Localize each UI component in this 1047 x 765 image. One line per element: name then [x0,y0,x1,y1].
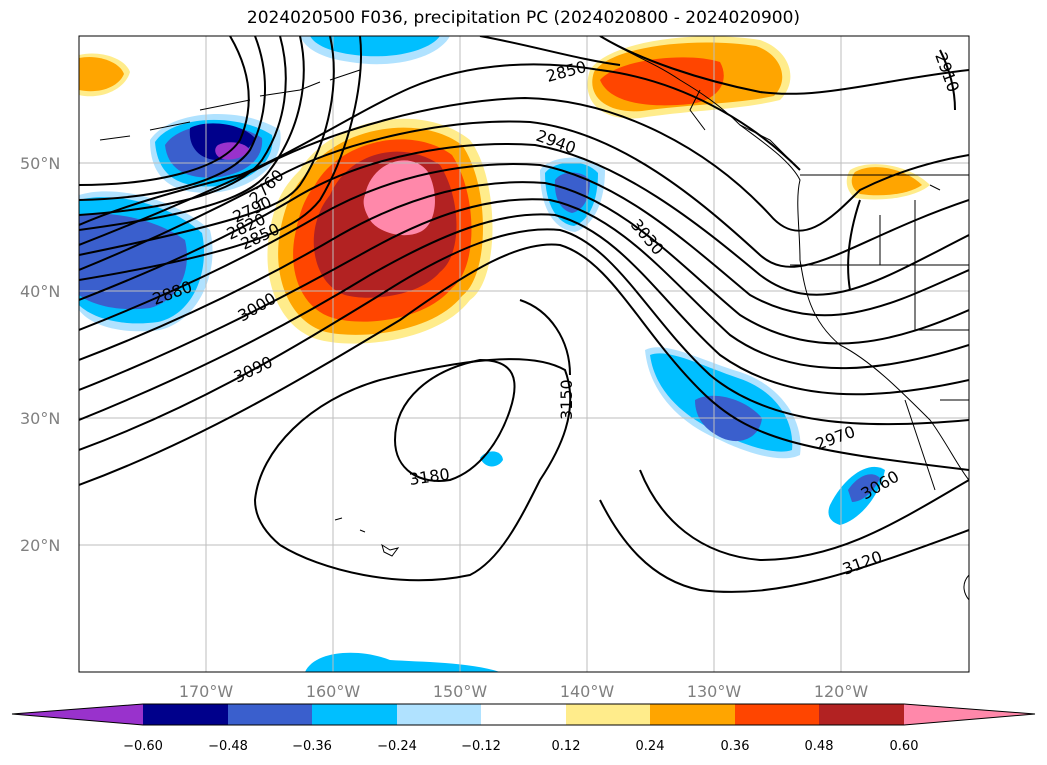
colorbar-tick-label: −0.48 [208,739,248,754]
colorbar-segment [143,704,228,725]
lat-label-30: 30°N [20,409,60,428]
colorbar-left-extension [12,704,143,725]
contour-label: 3150 [557,379,576,420]
lon-label-170w: 170°W [179,682,234,701]
colorbar-segment [481,704,566,725]
longitude-labels: 170°W 160°W 150°W 140°W 130°W 120°W [179,682,869,701]
colorbar-tick-label: 0.24 [636,739,665,754]
lon-label-130w: 130°W [687,682,742,701]
colorbar-tick-label: −0.60 [123,739,163,754]
lat-label-40: 40°N [20,282,60,301]
coastlines [99,36,969,601]
colorbar-segment [566,704,650,725]
colorbar-tick-label: 0.60 [890,739,919,754]
lon-label-160w: 160°W [306,682,361,701]
colorbar-tick-label: 0.36 [721,739,750,754]
colorbar-segment [650,704,735,725]
colorbar: −0.60 −0.48 −0.36 −0.24 −0.12 0.12 0.24 … [11,703,1036,754]
map-frame [78,35,970,673]
colorbar-tick-label: 0.12 [552,739,581,754]
colorbar-tick-label: −0.24 [377,739,417,754]
lon-label-140w: 140°W [560,682,615,701]
colorbar-tick-label: −0.36 [292,739,332,754]
colorbar-segment [735,704,819,725]
colorbar-right-extension [904,704,1035,725]
colorbar-tick-label: 0.48 [805,739,834,754]
colorbar-segment [397,704,481,725]
colorbar-tick-label: −0.12 [461,739,501,754]
lat-label-50: 50°N [20,154,60,173]
colorbar-segment [312,704,397,725]
colorbar-segment [819,704,904,725]
lat-label-20: 20°N [20,536,60,555]
map-title: 2024020500 F036, precipitation PC (20240… [246,8,801,28]
map-plot-area: 2850 2940 3030 2910 2880 3000 3090 3150 … [79,36,969,672]
latitude-labels: 50°N 40°N 30°N 20°N [20,154,60,555]
colorbar-segment [228,704,312,725]
lon-label-120w: 120°W [814,682,869,701]
lon-label-150w: 150°W [433,682,488,701]
height-contours [79,36,969,593]
